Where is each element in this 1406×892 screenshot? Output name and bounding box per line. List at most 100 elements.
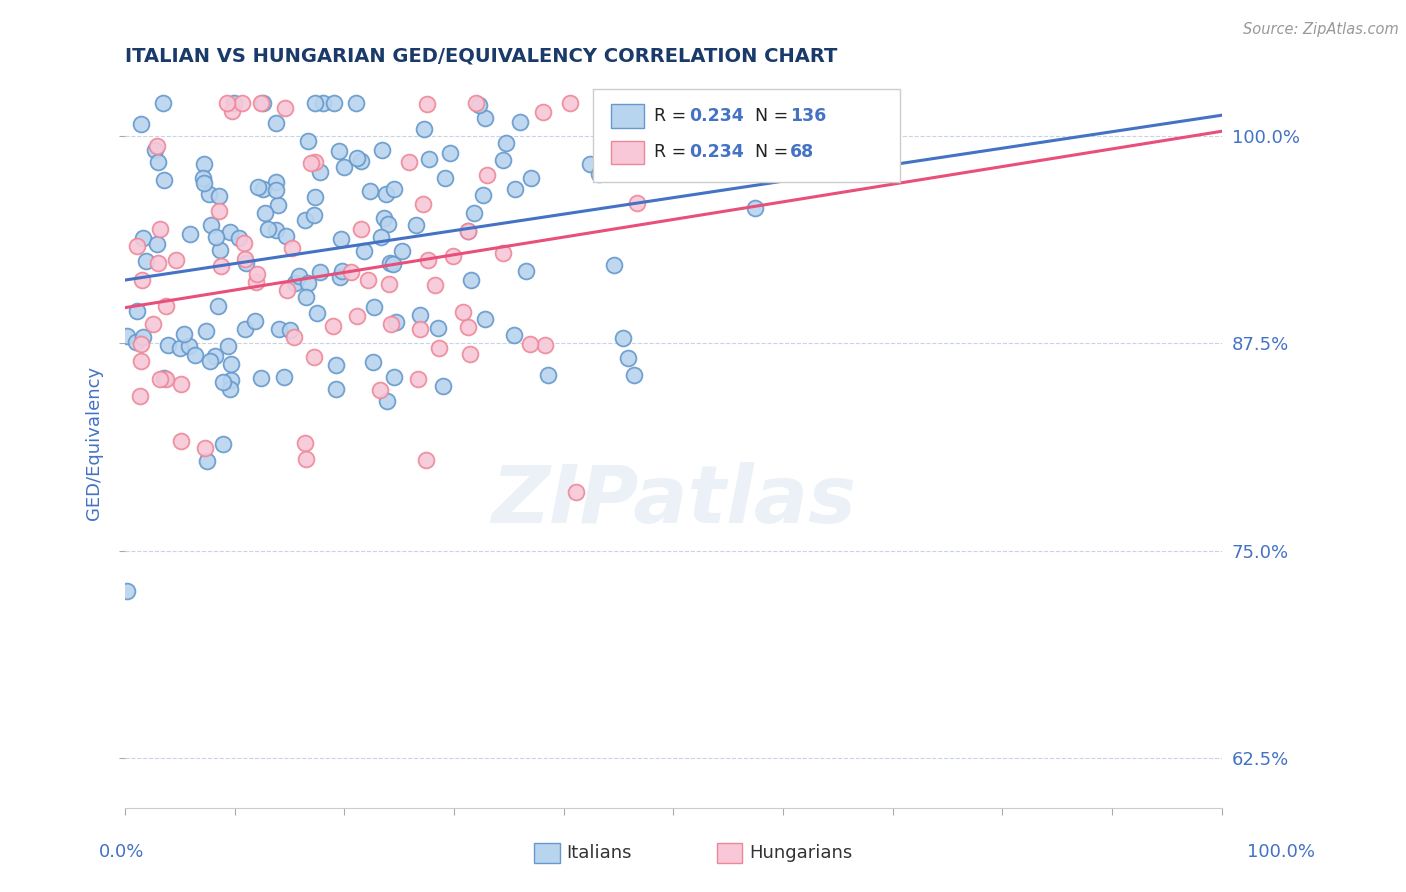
Point (405, 218, 427, 232)
Point (423, 278, 446, 293)
Point (312, 95, 335, 110)
Point (340, 265, 363, 279)
Point (264, 115, 287, 129)
Point (131, 273, 153, 287)
Point (204, 349, 226, 363)
Point (264, 223, 287, 237)
Point (427, 320, 450, 334)
Point (127, 304, 149, 318)
Point (520, 170, 543, 185)
Point (330, 232, 353, 246)
Point (377, 217, 399, 231)
Point (231, 95, 253, 110)
Point (416, 97, 439, 112)
Point (200, 354, 222, 368)
Point (349, 222, 371, 236)
Text: Source: ZipAtlas.com: Source: ZipAtlas.com (1243, 22, 1399, 37)
Point (463, 206, 485, 220)
Point (370, 230, 392, 244)
Point (152, 371, 174, 385)
Point (304, 155, 326, 169)
Point (451, 305, 474, 319)
Point (149, 222, 172, 236)
Point (361, 355, 384, 369)
Point (117, 329, 139, 343)
Point (299, 156, 322, 170)
Point (297, 135, 319, 149)
Point (502, 327, 524, 342)
FancyBboxPatch shape (610, 141, 644, 164)
Point (253, 205, 276, 219)
Point (115, 583, 138, 598)
Point (385, 314, 408, 328)
Point (304, 95, 326, 110)
Point (329, 270, 352, 285)
Point (457, 319, 479, 334)
Point (460, 347, 482, 361)
Point (409, 308, 432, 322)
Point (391, 244, 413, 258)
Point (283, 329, 305, 343)
Point (433, 171, 456, 186)
Point (246, 267, 269, 281)
Point (280, 323, 302, 337)
Point (323, 95, 346, 110)
Point (153, 172, 176, 186)
Point (737, 163, 759, 178)
Point (412, 121, 434, 136)
Text: 0.234: 0.234 (689, 144, 744, 161)
Point (208, 204, 231, 219)
Point (304, 208, 326, 222)
Point (132, 330, 155, 344)
Point (325, 358, 347, 372)
Point (375, 394, 398, 409)
Point (274, 101, 297, 115)
Point (297, 276, 319, 290)
Point (363, 300, 385, 314)
Point (474, 312, 496, 326)
Point (409, 322, 432, 336)
Point (382, 370, 405, 384)
Point (132, 230, 155, 244)
Point (350, 154, 373, 169)
Point (149, 372, 172, 386)
Point (193, 171, 215, 186)
Point (519, 337, 541, 351)
Point (280, 241, 302, 255)
Point (603, 258, 626, 272)
Point (264, 175, 287, 189)
Point (623, 368, 645, 382)
Point (179, 227, 201, 242)
Point (457, 224, 479, 238)
Point (304, 190, 326, 204)
Point (509, 115, 531, 129)
Point (170, 376, 193, 391)
Point (533, 337, 555, 351)
Text: 136: 136 (790, 107, 825, 125)
Point (215, 95, 238, 110)
Point (371, 143, 394, 157)
Point (377, 277, 399, 292)
Point (288, 269, 311, 284)
Point (325, 382, 347, 396)
Point (195, 454, 218, 468)
Point (169, 341, 191, 355)
Point (474, 111, 496, 125)
Point (221, 103, 243, 118)
Point (195, 324, 218, 338)
Point (246, 180, 269, 194)
Point (381, 257, 404, 271)
Point (264, 182, 287, 196)
Point (209, 259, 232, 273)
Point (492, 153, 515, 168)
Point (128, 389, 150, 403)
Point (412, 197, 434, 211)
Point (200, 218, 222, 232)
Point (173, 326, 195, 341)
Point (125, 335, 148, 350)
Point (683, 151, 706, 165)
Point (146, 256, 169, 270)
Point (588, 167, 610, 181)
Point (579, 156, 602, 170)
Point (232, 236, 254, 251)
